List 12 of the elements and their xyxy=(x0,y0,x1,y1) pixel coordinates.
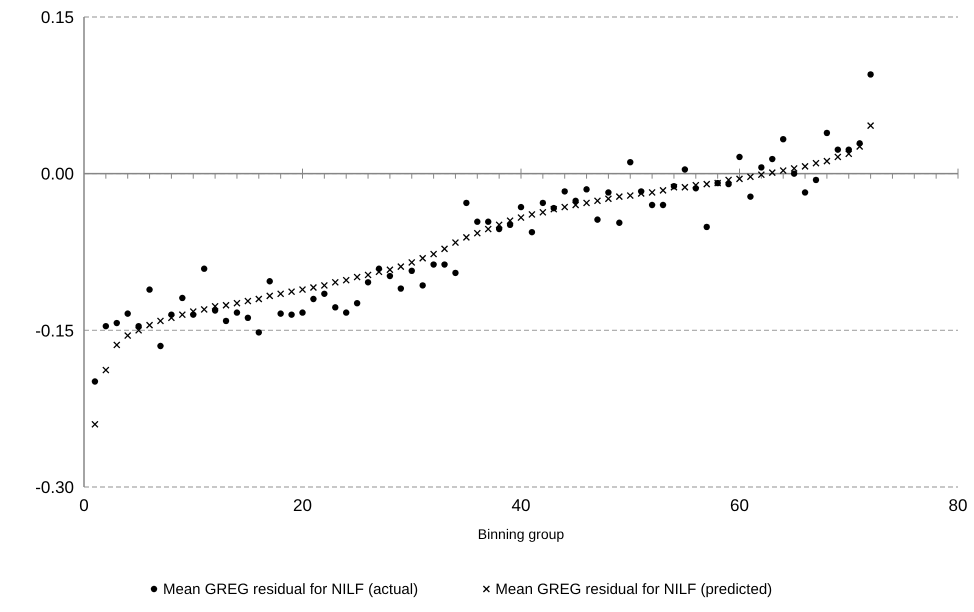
y-tick-label: 0.00 xyxy=(40,164,74,184)
x-tick-label: 20 xyxy=(293,496,312,515)
x-tick-label: 0 xyxy=(79,496,89,515)
x-tick-label: 40 xyxy=(512,496,530,515)
x-tick-label: 80 xyxy=(948,496,968,515)
legend-label: Mean GREG residual for NILF (actual) xyxy=(163,581,418,598)
x-axis-title: Binning group xyxy=(478,526,564,542)
y-tick-label: -0.30 xyxy=(35,478,74,497)
x-tick-label: 60 xyxy=(730,496,749,515)
y-tick-label: 0.15 xyxy=(40,8,74,27)
legend-label: Mean GREG residual for NILF (predicted) xyxy=(495,581,772,598)
y-tick-label: -0.15 xyxy=(35,321,74,340)
